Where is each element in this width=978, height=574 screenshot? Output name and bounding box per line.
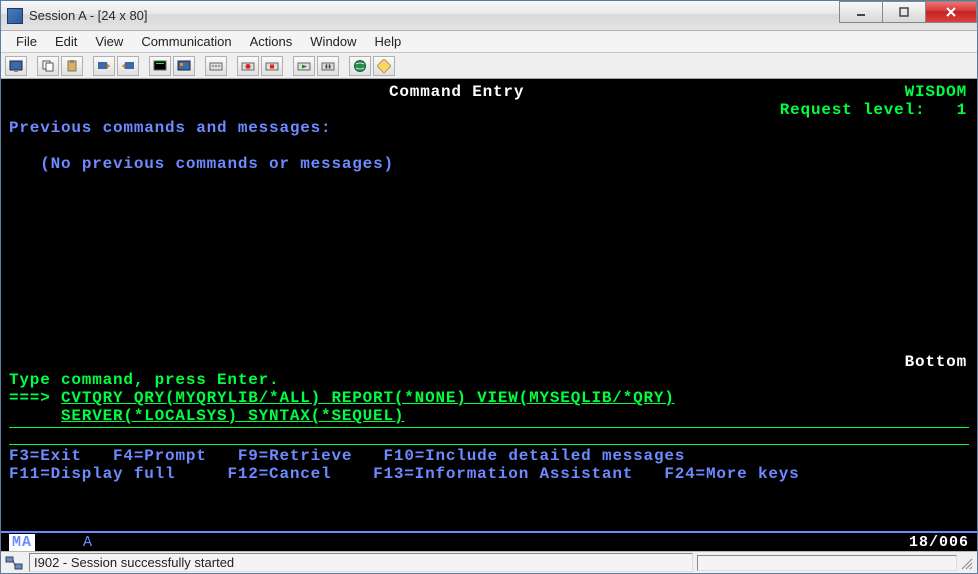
titlebar[interactable]: Session A - [24 x 80] bbox=[1, 1, 977, 31]
send-icon bbox=[97, 59, 111, 73]
divider bbox=[9, 444, 969, 445]
status-a: A bbox=[83, 534, 93, 551]
tb-btn-13[interactable] bbox=[349, 56, 371, 76]
tb-btn-6[interactable] bbox=[149, 56, 171, 76]
fkey-f4: F4=Prompt bbox=[113, 447, 207, 465]
bottom-marker: Bottom bbox=[905, 353, 967, 371]
grip-icon bbox=[959, 556, 973, 570]
tb-btn-10[interactable] bbox=[261, 56, 283, 76]
fkey-f13: F13=Information Assistant bbox=[373, 465, 633, 483]
tb-btn-4[interactable] bbox=[93, 56, 115, 76]
tb-btn-7[interactable] bbox=[173, 56, 195, 76]
globe-icon bbox=[353, 59, 367, 73]
tb-btn-2[interactable] bbox=[37, 56, 59, 76]
app-window: Session A - [24 x 80] File Edit View Com… bbox=[0, 0, 978, 574]
menubar: File Edit View Communication Actions Win… bbox=[1, 31, 977, 53]
screen-icon bbox=[9, 59, 23, 73]
fkey-f11: F11=Display full bbox=[9, 465, 175, 483]
menu-edit[interactable]: Edit bbox=[46, 32, 86, 51]
request-level-value: 1 bbox=[957, 101, 967, 119]
pause-icon bbox=[321, 59, 335, 73]
fkey-f10: F10=Include detailed messages bbox=[384, 447, 686, 465]
tb-btn-14[interactable] bbox=[373, 56, 395, 76]
menu-communication[interactable]: Communication bbox=[132, 32, 240, 51]
close-button[interactable] bbox=[925, 1, 977, 23]
app-icon bbox=[7, 8, 23, 24]
keyboard-icon bbox=[209, 59, 223, 73]
command-input-line2[interactable]: SERVER(*LOCALSYS) SYNTAX(*SEQUEL) bbox=[61, 407, 404, 425]
color-icon bbox=[177, 59, 191, 73]
minimize-icon bbox=[855, 6, 867, 18]
tb-btn-11[interactable] bbox=[293, 56, 315, 76]
fkey-f9: F9=Retrieve bbox=[238, 447, 352, 465]
toolbar bbox=[1, 53, 977, 79]
paste-icon bbox=[65, 59, 79, 73]
screen-title: Command Entry bbox=[389, 83, 524, 101]
prev-commands-body: (No previous commands or messages) bbox=[40, 155, 394, 173]
tb-btn-1[interactable] bbox=[5, 56, 27, 76]
menu-window[interactable]: Window bbox=[301, 32, 365, 51]
tb-btn-8[interactable] bbox=[205, 56, 227, 76]
link-icon bbox=[5, 555, 23, 571]
tb-btn-3[interactable] bbox=[61, 56, 83, 76]
window-controls bbox=[840, 1, 977, 30]
tb-btn-5[interactable] bbox=[117, 56, 139, 76]
play-icon bbox=[297, 59, 311, 73]
cursor-position: 18/006 bbox=[909, 534, 969, 551]
status-message: I902 - Session successfully started bbox=[29, 553, 693, 572]
prompt-prefix: ===> bbox=[9, 389, 51, 407]
tb-btn-12[interactable] bbox=[317, 56, 339, 76]
maximize-icon bbox=[898, 6, 910, 18]
terminal-status-row: MA A 18/006 bbox=[1, 531, 977, 551]
menu-file[interactable]: File bbox=[7, 32, 46, 51]
tb-btn-9[interactable] bbox=[237, 56, 259, 76]
help-icon bbox=[377, 59, 391, 73]
maximize-button[interactable] bbox=[882, 1, 926, 23]
command-input-line1[interactable]: CVTQRY QRY(MYQRYLIB/*ALL) REPORT(*NONE) … bbox=[61, 389, 675, 407]
fkey-f3: F3=Exit bbox=[9, 447, 82, 465]
status-tray bbox=[697, 555, 957, 571]
divider bbox=[9, 427, 969, 428]
record-icon bbox=[241, 59, 255, 73]
terminal[interactable]: Command Entry WISDOM Request level: 1 Pre… bbox=[1, 79, 977, 531]
status-ma: MA bbox=[9, 534, 35, 551]
receive-icon bbox=[121, 59, 135, 73]
copy-icon bbox=[41, 59, 55, 73]
menu-actions[interactable]: Actions bbox=[241, 32, 302, 51]
menu-help[interactable]: Help bbox=[366, 32, 411, 51]
prev-commands-label: Previous commands and messages: bbox=[9, 119, 969, 137]
minimize-button[interactable] bbox=[839, 1, 883, 23]
close-icon bbox=[945, 6, 957, 18]
connection-icon[interactable] bbox=[5, 555, 23, 571]
menu-view[interactable]: View bbox=[86, 32, 132, 51]
display-icon bbox=[153, 59, 167, 73]
resize-grip[interactable] bbox=[959, 556, 973, 570]
system-name: WISDOM bbox=[905, 83, 967, 101]
fkey-f24: F24=More keys bbox=[664, 465, 799, 483]
fkey-f12: F12=Cancel bbox=[227, 465, 331, 483]
window-title: Session A - [24 x 80] bbox=[29, 8, 840, 23]
stop-icon bbox=[265, 59, 279, 73]
type-command-label: Type command, press Enter. bbox=[9, 371, 969, 389]
status-bar: I902 - Session successfully started bbox=[1, 551, 977, 573]
request-level-label: Request level: bbox=[780, 101, 926, 119]
